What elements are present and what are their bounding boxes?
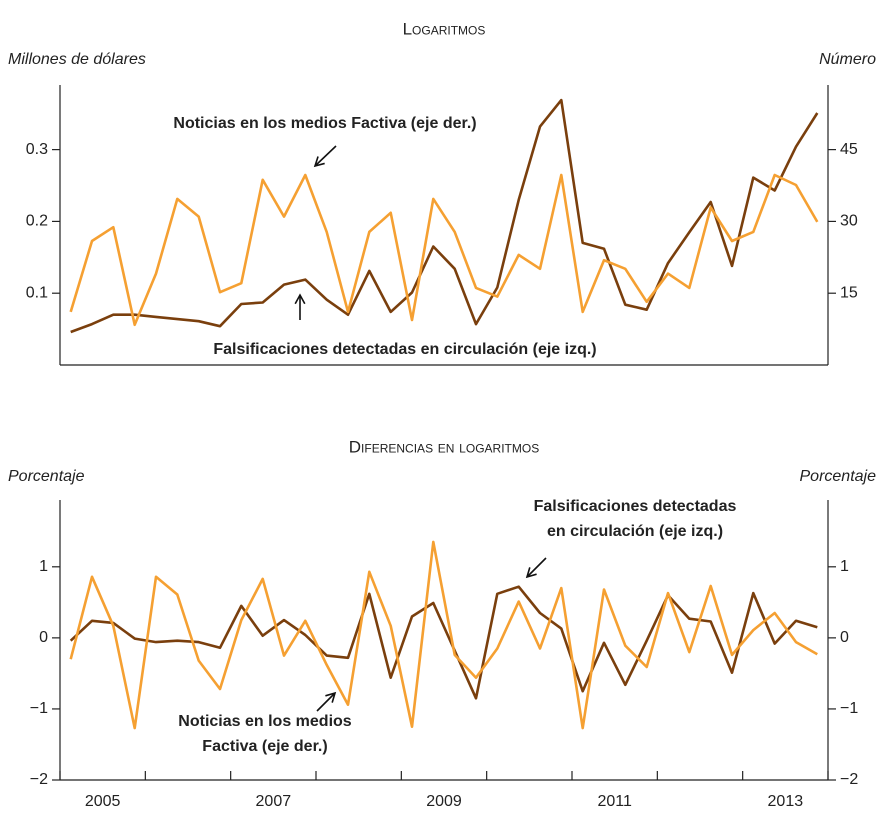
annotation-arrow — [526, 557, 547, 578]
y2-tick-label: 45 — [840, 141, 858, 158]
series-line — [69, 173, 819, 327]
y2-axis-label: Porcentaje — [800, 468, 877, 485]
y2-axis-label: Número — [819, 51, 876, 68]
annotation: en circulación (eje izq.) — [547, 523, 723, 540]
series-line — [70, 98, 819, 334]
x-tick-label: 2011 — [597, 793, 632, 810]
y-tick-label: 1 — [39, 558, 48, 575]
x-tick-label: 2007 — [256, 793, 292, 810]
y-axis-label: Porcentaje — [8, 468, 85, 485]
y-tick-label: −2 — [30, 771, 48, 788]
y2-tick-label: 15 — [840, 284, 858, 301]
annotation-arrow — [316, 692, 336, 712]
y-tick-label: −1 — [30, 700, 48, 717]
annotation-arrow — [314, 145, 337, 167]
annotation: Factiva (eje der.) — [202, 738, 327, 755]
y-axis-label: Millones de dólares — [8, 51, 146, 68]
y2-tick-label: −1 — [840, 700, 858, 717]
y-tick-label: 0.3 — [26, 141, 48, 158]
annotation: Noticias en los medios Factiva (eje der.… — [173, 115, 476, 132]
annotation: Falsificaciones detectadas en circulació… — [213, 341, 596, 358]
annotation-arrowhead — [325, 691, 337, 703]
chart-title: Diferencias en logaritmos — [349, 437, 539, 456]
annotation-arrowhead — [294, 293, 306, 305]
y-tick-label: 0 — [39, 629, 48, 646]
y-tick-label: 0.1 — [26, 284, 48, 301]
y2-tick-label: 0 — [840, 629, 849, 646]
annotation: Falsificaciones detectadas — [534, 498, 737, 515]
series-line — [69, 540, 818, 730]
annotation-arrowhead — [525, 567, 537, 579]
series-line — [69, 585, 818, 700]
y-tick-label: 0.2 — [26, 213, 48, 230]
annotation: Noticias en los medios — [178, 713, 351, 730]
x-tick-label: 2005 — [85, 793, 121, 810]
chart-title: Logaritmos — [403, 19, 486, 38]
annotation-arrowhead — [313, 156, 325, 168]
y2-tick-label: −2 — [840, 771, 858, 788]
x-tick-label: 2009 — [426, 793, 462, 810]
y2-tick-label: 1 — [840, 558, 849, 575]
y2-tick-label: 30 — [840, 213, 858, 230]
x-tick-label: 2013 — [768, 793, 804, 810]
